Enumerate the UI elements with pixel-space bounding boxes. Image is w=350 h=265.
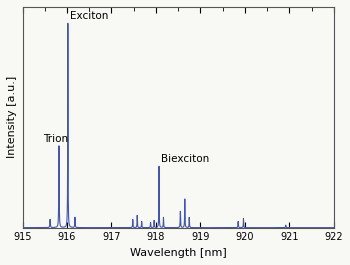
X-axis label: Wavelength [nm]: Wavelength [nm] [130,248,226,258]
Text: Biexciton: Biexciton [161,154,210,164]
Y-axis label: Intensity [a.u.]: Intensity [a.u.] [7,76,17,158]
Text: Exciton: Exciton [70,11,108,21]
Text: Trion: Trion [43,134,69,144]
